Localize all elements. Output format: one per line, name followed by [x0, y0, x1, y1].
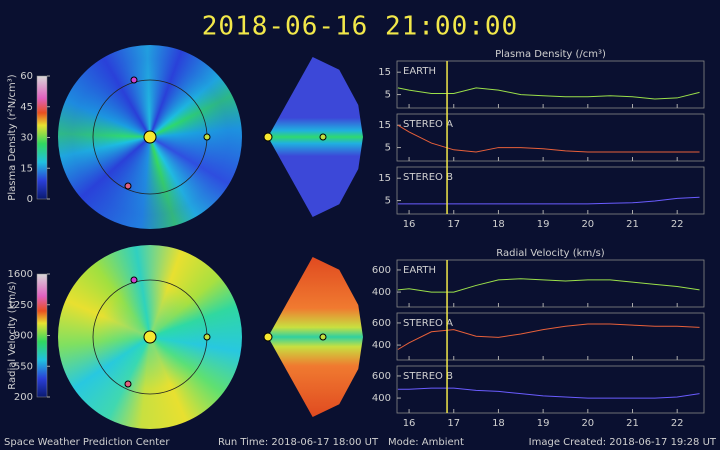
series-line	[397, 387, 700, 399]
sun	[143, 330, 157, 344]
colorbar-tick-label: 45	[20, 102, 33, 113]
x-tick-label: 19	[537, 418, 550, 429]
footer-run-time: Run Time: 2018-06-17 18:00 UT	[218, 437, 379, 448]
earth	[319, 133, 327, 141]
y-tick-label: 400	[372, 393, 391, 404]
stereo-b	[130, 76, 138, 84]
x-tick-label: 18	[492, 219, 505, 230]
y-tick-label: 5	[385, 196, 391, 207]
x-tick-label: 19	[537, 219, 550, 230]
panel-title: Plasma Density (/cm³)	[495, 49, 606, 60]
sun	[263, 132, 273, 142]
series-line	[397, 323, 700, 350]
x-tick-label: 16	[403, 219, 416, 230]
title: 2018-06-16 21:00:00	[202, 12, 518, 42]
series-name: EARTH	[403, 66, 436, 77]
colorbar	[36, 273, 48, 398]
earth	[203, 133, 211, 141]
sun	[263, 332, 273, 342]
series-name: EARTH	[403, 265, 436, 276]
colorbar-tick-label: 550	[14, 361, 33, 372]
series-line	[397, 196, 700, 205]
colorbar-tick-label: 60	[20, 71, 33, 82]
y-tick-label: 600	[372, 265, 391, 276]
y-tick-label: 15	[378, 120, 391, 131]
panel-frame	[396, 312, 705, 361]
colorbar-tick-label: 200	[14, 392, 33, 403]
stereo-a	[124, 182, 132, 190]
y-tick-label: 400	[372, 340, 391, 351]
stereo-b	[130, 276, 138, 284]
series-name: STEREO A	[403, 318, 453, 329]
panel-title: Radial Velocity (km/s)	[496, 248, 604, 259]
y-tick-label: 15	[378, 67, 391, 78]
stereo-a	[124, 380, 132, 388]
colorbar-tick-label: 1600	[8, 269, 33, 280]
y-tick-label: 15	[378, 173, 391, 184]
series-line	[397, 87, 700, 100]
footer-mode: Mode: Ambient	[388, 437, 464, 448]
footer-center: Space Weather Prediction Center	[4, 437, 170, 448]
earth	[203, 333, 211, 341]
x-tick-label: 20	[581, 219, 594, 230]
colorbar	[36, 75, 48, 200]
x-tick-label: 17	[447, 219, 460, 230]
x-tick-label: 22	[671, 219, 684, 230]
y-tick-label: 600	[372, 318, 391, 329]
panel-frame	[396, 365, 705, 414]
series-name: STEREO B	[403, 172, 453, 183]
series-line	[397, 124, 700, 153]
panel-frame	[396, 113, 705, 162]
colorbar-tick-label: 15	[20, 163, 33, 174]
x-tick-label: 18	[492, 418, 505, 429]
y-tick-label: 5	[385, 143, 391, 154]
series-name: STEREO A	[403, 119, 453, 130]
colorbar-tick-label: 30	[20, 133, 33, 144]
y-tick-label: 400	[372, 287, 391, 298]
x-tick-label: 16	[403, 418, 416, 429]
x-tick-label: 20	[581, 418, 594, 429]
footer-created: Image Created: 2018-06-17 19:28 UT	[529, 437, 717, 448]
y-tick-label: 5	[385, 90, 391, 101]
bodies	[92, 76, 327, 395]
x-tick-label: 21	[626, 219, 639, 230]
panel-frame	[396, 166, 705, 215]
panel-frame	[396, 60, 705, 109]
y-tick-label: 600	[372, 371, 391, 382]
colorbar-label: Plasma Density (r²N/cm³)	[7, 74, 18, 201]
colorbar-tick-label: 0	[27, 194, 33, 205]
x-tick-label: 21	[626, 418, 639, 429]
earth	[319, 333, 327, 341]
series-line	[397, 278, 700, 293]
colorbar-label: Radial Velocity (km/s)	[7, 281, 18, 389]
sun	[143, 130, 157, 144]
x-tick-label: 22	[671, 418, 684, 429]
panel-frame	[396, 259, 705, 308]
x-tick-label: 17	[447, 418, 460, 429]
series-name: STEREO B	[403, 371, 453, 382]
colorbar-tick-label: 900	[14, 331, 33, 342]
colorbar-tick-label: 1250	[8, 300, 33, 311]
